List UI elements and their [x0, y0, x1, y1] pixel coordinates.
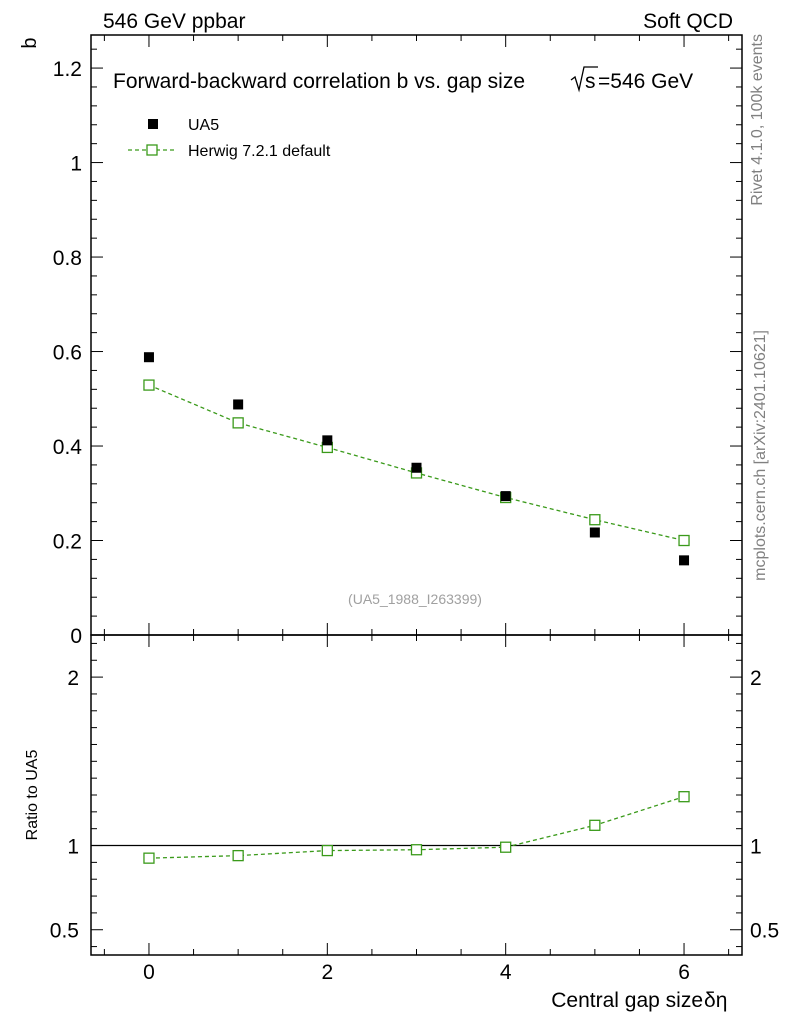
- ratio-y-axis-label: Ratio to UA5: [24, 750, 41, 841]
- ratio-y-tick-label: 2: [67, 667, 79, 690]
- ratio-herwig-point: [143, 852, 155, 864]
- ratio-y-tick-label: 0.5: [50, 920, 79, 943]
- y-tick-label: 0.4: [53, 436, 83, 459]
- legend: UA5 Herwig 7.2.1 default: [128, 117, 331, 160]
- legend-marker-ua5: [148, 119, 158, 129]
- plot-title-text: Forward-backward correlation b vs. gap s…: [113, 70, 525, 93]
- rivet-label: Rivet 4.1.0, 100k events: [749, 34, 766, 206]
- x-tick-label: 0: [143, 961, 155, 984]
- herwig-point: [232, 417, 244, 429]
- y-tick-label: 0.6: [53, 342, 82, 365]
- main-series: [143, 352, 690, 566]
- mcplots-label: mcplots.cern.ch [arXiv:2401.10621]: [752, 330, 769, 581]
- legend-marker-herwig: [146, 144, 158, 156]
- ratio-herwig-point: [321, 844, 333, 857]
- ua5-point: [500, 491, 511, 502]
- ratio-series: [143, 791, 690, 864]
- main-y-axis-label: b: [19, 37, 41, 48]
- ratio-herwig-point: [410, 844, 423, 856]
- ratio-herwig-point: [500, 841, 512, 853]
- x-tick-label: 4: [500, 961, 512, 984]
- y-tick-label: 1: [70, 153, 82, 176]
- y-tick-label: 0.8: [53, 247, 82, 270]
- main-y-ticks: 0 0.2 0.4 0.6 0.8 1 1.2: [53, 48, 742, 648]
- y-tick-label: 0: [70, 625, 82, 648]
- sqrt-sign-icon: [570, 66, 598, 93]
- x-axis-label: Central gap size δη: [551, 989, 727, 1012]
- ratio-y-tick-label-right: 2: [750, 667, 762, 690]
- ua5-point: [233, 399, 244, 410]
- ratio-x-ticks: 0 2 4 6: [103, 635, 730, 984]
- herwig-point: [678, 534, 690, 547]
- header-left: 546 GeV ppbar: [103, 10, 245, 33]
- header-right: Soft QCD: [643, 10, 733, 33]
- y-tick-label: 1.2: [53, 58, 82, 81]
- ua5-point: [589, 527, 600, 538]
- x-axis-label-text: Central gap size: [551, 989, 703, 1012]
- ratio-herwig-point: [232, 849, 244, 862]
- ua5-point: [679, 555, 690, 566]
- x-tick-label: 6: [678, 961, 690, 984]
- plot-title-energy: =546 GeV: [598, 70, 693, 93]
- ratio-y-tick-label-right: 1: [750, 836, 762, 859]
- ua5-point: [322, 435, 333, 446]
- watermark: (UA5_1988_I263399): [348, 591, 482, 607]
- herwig-point: [589, 514, 601, 526]
- herwig-point: [143, 379, 155, 391]
- x-axis-label-symbol: δη: [704, 989, 727, 1012]
- plot-title-sqrt: s: [585, 70, 596, 93]
- ua5-point: [411, 462, 422, 473]
- ratio-herwig-point: [678, 791, 690, 803]
- ratio-y-tick-label: 1: [67, 836, 79, 859]
- x-tick-label: 2: [321, 961, 333, 984]
- ratio-y-ticks: 0.5 0.5 1 1 2 2: [50, 642, 779, 948]
- main-x-ticks: [103, 35, 730, 635]
- plot-title: Forward-backward correlation b vs. gap s…: [113, 66, 693, 93]
- legend-label-ua5: UA5: [188, 117, 219, 134]
- ratio-plot-frame: [90, 634, 743, 956]
- ua5-point: [143, 352, 154, 363]
- ratio-y-tick-label-right: 0.5: [750, 920, 779, 943]
- ratio-herwig-point: [589, 819, 601, 831]
- y-tick-label: 0.2: [53, 531, 82, 554]
- legend-label-herwig: Herwig 7.2.1 default: [188, 143, 331, 160]
